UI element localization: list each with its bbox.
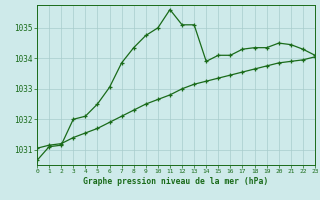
X-axis label: Graphe pression niveau de la mer (hPa): Graphe pression niveau de la mer (hPa)	[84, 177, 268, 186]
